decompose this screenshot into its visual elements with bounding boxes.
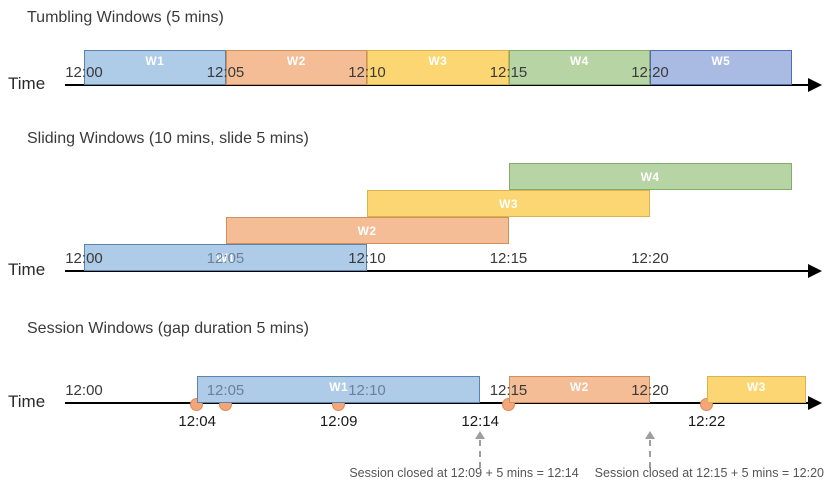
window-box: W2 [508,376,650,403]
window-label: W3 [499,196,518,211]
window-label: W1 [216,250,235,265]
tick-label: 12:15 [489,250,528,267]
session-close-annotations: Session closed at 12:09 + 5 mins = 12:14… [349,466,824,480]
session-close-annotation: Session closed at 12:15 + 5 mins = 12:20 [594,466,824,480]
window-label: W4 [640,169,660,184]
tick-label: 12:10 [348,382,386,399]
event-time-label: 12:04 [178,413,216,430]
tumbling-title: Tumbling Windows (5 mins) [27,9,224,26]
tick-label: 12:10 [348,64,386,81]
window-label: W2 [286,54,306,68]
event-time-label: 12:22 [687,413,726,430]
time-axis-label: Time [8,260,46,279]
tick-label: 12:00 [65,382,103,399]
tick-label: 12:00 [65,64,103,81]
window-label: W1 [329,380,349,394]
tick-label: 12:20 [631,382,669,399]
sliding-title: Sliding Windows (10 mins, slide 5 mins) [27,130,309,147]
time-axis [65,84,808,86]
window-box: W3 [706,376,806,403]
tick-label: 12:05 [206,64,245,81]
session-close-arrow-stem [479,440,482,468]
session-title: Session Windows (gap duration 5 mins) [27,320,309,337]
window-label: W2 [569,380,589,394]
session-close-arrow-stem [649,440,651,468]
tick-label: 12:15 [489,382,528,399]
window-box: W1 [84,244,367,271]
session-close-arrow-icon [475,431,486,439]
window-box: W4 [508,50,650,85]
event-time-label: 12:09 [319,413,358,430]
window-label: W1 [145,54,165,68]
window-label: W3 [746,380,766,394]
window-box: W1 [197,376,481,403]
tick-label: 12:15 [489,64,528,81]
axis-arrow-icon [808,78,822,92]
window-box: W2 [225,50,367,85]
window-box: W2 [225,217,509,244]
tick-label: 12:10 [348,250,386,267]
window-label: W4 [569,54,589,68]
time-axis-label: Time [8,392,46,411]
axis-arrow-icon [808,396,822,410]
axis-arrow-icon [808,264,822,278]
event-time-label: 12:14 [461,413,499,430]
window-box: W4 [508,163,792,190]
session-close-arrow-icon [645,431,655,439]
time-axis [65,270,808,272]
session-close-annotation: Session closed at 12:09 + 5 mins = 12:14 [349,466,579,480]
tick-label: 12:20 [631,64,669,81]
tick-label: 12:05 [206,250,245,267]
tick-label: 12:20 [631,250,669,267]
window-box: W1 [84,50,226,85]
tick-label: 12:05 [206,382,245,399]
time-axis-label: Time [8,74,46,93]
window-label: W5 [711,54,731,68]
window-box: W5 [650,50,792,85]
time-axis [65,402,808,404]
window-label: W2 [357,223,377,238]
tick-label: 12:00 [65,250,103,267]
window-box: W3 [367,50,509,85]
window-box: W3 [367,190,650,217]
window-label: W3 [428,54,448,68]
